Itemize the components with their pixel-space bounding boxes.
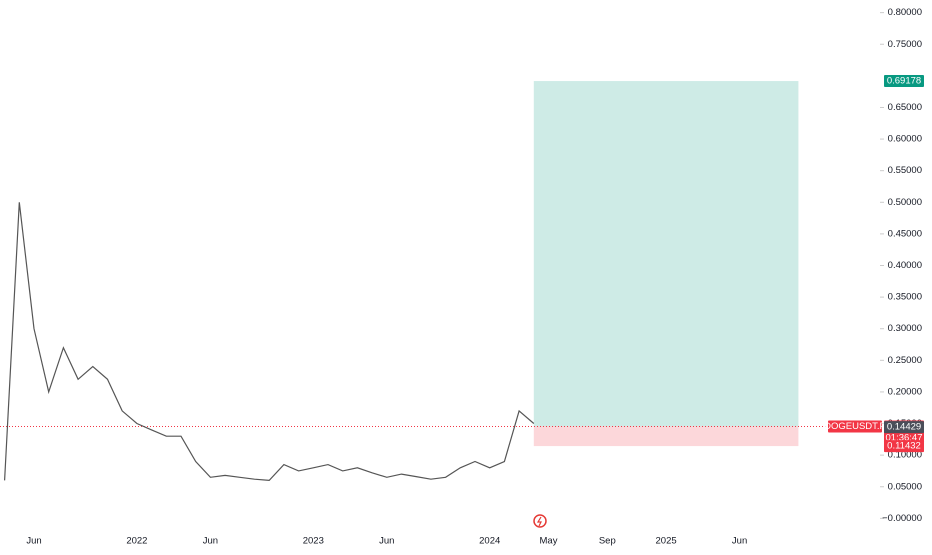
y-tick-label: 0.10000 bbox=[888, 450, 922, 461]
stop-label-bg bbox=[884, 440, 924, 453]
y-tick-label: 0.35000 bbox=[888, 292, 922, 303]
stop-zone bbox=[533, 426, 799, 447]
y-tick-label: 0.45000 bbox=[888, 228, 922, 239]
symbol-label-bg bbox=[828, 420, 882, 433]
x-tick-label: Sep bbox=[599, 536, 616, 547]
x-tick-label: Jun bbox=[379, 536, 394, 547]
y-tick-label: 0.75000 bbox=[888, 39, 922, 50]
y-tick-label: 0.65000 bbox=[888, 102, 922, 113]
x-tick-label: 2023 bbox=[303, 536, 324, 547]
x-tick-label: 2022 bbox=[126, 536, 147, 547]
countdown-bg bbox=[884, 432, 924, 444]
price-series bbox=[4, 202, 535, 482]
last-label-bg bbox=[884, 421, 924, 434]
event-icon[interactable] bbox=[533, 514, 547, 528]
x-tick-label: Jun bbox=[203, 536, 218, 547]
last-label: 0.14429 bbox=[887, 422, 921, 433]
countdown: 01:36:47 bbox=[886, 433, 923, 444]
x-tick-label: May bbox=[540, 536, 558, 547]
x-tick-label: 2025 bbox=[656, 536, 677, 547]
x-tick-label: Jun bbox=[732, 536, 747, 547]
stop-label: 0.11432 bbox=[887, 441, 921, 452]
y-tick-label: 0.30000 bbox=[888, 323, 922, 334]
y-tick-label: 0.25000 bbox=[888, 355, 922, 366]
y-tick-label: 0.55000 bbox=[888, 165, 922, 176]
x-tick-label: Jun bbox=[26, 536, 41, 547]
y-tick-label: 0.60000 bbox=[888, 134, 922, 145]
y-tick-label: 0.05000 bbox=[888, 481, 922, 492]
target-zone bbox=[533, 81, 799, 427]
y-tick-label: 0.20000 bbox=[888, 386, 922, 397]
y-tick-label: 0.50000 bbox=[888, 197, 922, 208]
target-label: 0.69178 bbox=[887, 76, 921, 87]
y-tick-label: 0.80000 bbox=[888, 7, 922, 18]
x-tick-label: 2024 bbox=[479, 536, 500, 547]
target-label-bg bbox=[884, 75, 924, 88]
y-tick-label: −0.00000 bbox=[882, 513, 922, 524]
symbol-label: DOGEUSDT.P bbox=[824, 421, 886, 432]
y-tick-label: 0.40000 bbox=[888, 260, 922, 271]
